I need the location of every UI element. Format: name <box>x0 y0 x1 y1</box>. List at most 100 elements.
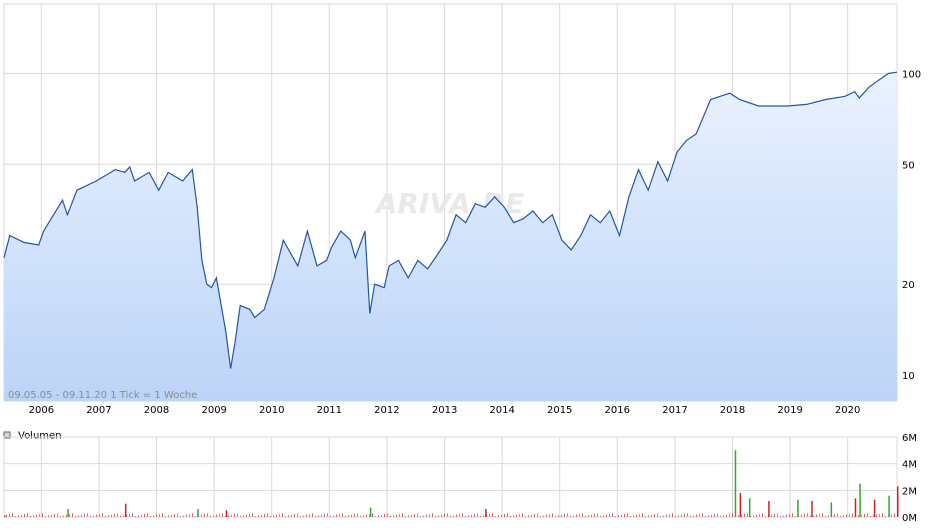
volume-bar-bg <box>582 513 583 517</box>
volume-bar-bg <box>513 515 514 517</box>
volume-bar-bg <box>387 513 388 517</box>
volume-bar-bg <box>195 516 196 517</box>
volume-bar-bg <box>96 514 97 517</box>
volume-bar-bg <box>201 514 202 517</box>
volume-bar-bg <box>546 514 547 517</box>
volume-bar-bg <box>801 514 802 517</box>
x-tick-label: 2017 <box>662 405 687 416</box>
volume-bar-bg <box>777 513 778 517</box>
volume-bar-bg <box>828 515 829 517</box>
volume-bar-bg <box>135 516 136 517</box>
volume-bar-bg <box>246 514 247 517</box>
volume-bar-bg <box>675 516 676 517</box>
volume-bar-bg <box>399 513 400 517</box>
volume-bar-bg <box>468 515 469 517</box>
volume-bar-bg <box>162 513 163 517</box>
volume-bar-bg <box>354 513 355 517</box>
volume-bar-bg <box>423 515 424 517</box>
volume-bar <box>485 509 487 517</box>
volume-bar-bg <box>654 513 655 517</box>
volume-bar-bg <box>27 513 28 517</box>
volume-bar-bg <box>807 513 808 517</box>
x-tick-label: 2008 <box>144 405 169 416</box>
volume-legend-swatch[interactable] <box>3 431 11 439</box>
volume-bar-bg <box>627 513 628 517</box>
volume-bar-bg <box>603 515 604 517</box>
volume-bar-bg <box>741 514 742 517</box>
volume-y-tick-label: 6M <box>902 433 917 444</box>
volume-bar-bg <box>87 513 88 517</box>
volume-bar-bg <box>804 513 805 517</box>
volume-bar-bg <box>750 516 751 517</box>
volume-bar-bg <box>18 515 19 517</box>
volume-bar-bg <box>66 514 67 517</box>
volume-panel: Volumen 0M 2M 4M 6M <box>3 430 917 524</box>
volume-bar-bg <box>231 514 232 517</box>
volume-bar-bg <box>564 513 565 517</box>
volume-bar-bg <box>429 513 430 517</box>
volume-bar-bg <box>510 516 511 517</box>
volume-bar-bg <box>849 513 850 517</box>
volume-bar-bg <box>519 513 520 517</box>
volume-bar-bg <box>705 516 706 517</box>
volume-bar-bg <box>540 516 541 517</box>
volume-bar-bg <box>93 515 94 517</box>
volume-bar-bg <box>168 515 169 517</box>
volume-bar-bg <box>891 514 892 517</box>
volume-bar-bg <box>57 513 58 517</box>
volume-y-tick-label: 0M <box>902 513 917 524</box>
volume-bar-bg <box>306 514 307 517</box>
volume-bar-bg <box>618 515 619 517</box>
volume-bar-bg <box>108 515 109 517</box>
volume-bar-bg <box>294 513 295 517</box>
volume-bar <box>768 501 770 517</box>
volume-bar-bg <box>729 513 730 517</box>
volume-bar-bg <box>450 516 451 517</box>
x-tick-label: 2016 <box>605 405 630 416</box>
volume-bar-bg <box>207 513 208 517</box>
volume-bar-bg <box>291 514 292 517</box>
y-tick-label: 20 <box>902 280 915 291</box>
volume-bar-bg <box>765 516 766 517</box>
volume-bar-bg <box>237 513 238 517</box>
price-x-axis: 2006 2007 2008 2009 2010 2011 2012 2013 2014 2015… <box>29 405 861 416</box>
volume-bar-bg <box>834 513 835 517</box>
x-tick-label: 2014 <box>489 405 514 416</box>
volume-bar-bg <box>792 513 793 517</box>
volume-bar-bg <box>384 513 385 517</box>
volume-bar-bg <box>660 516 661 517</box>
x-tick-label: 2020 <box>835 405 860 416</box>
volume-bar-bg <box>858 515 859 517</box>
volume-bar-bg <box>606 514 607 517</box>
volume-bar-bg <box>300 516 301 517</box>
volume-bar-bg <box>372 513 373 517</box>
volume-bar-bg <box>147 513 148 517</box>
volume-bar-bg <box>363 515 364 517</box>
volume-bar-bg <box>681 514 682 517</box>
volume-bar-bg <box>699 513 700 517</box>
volume-bar-bg <box>336 514 337 517</box>
volume-bar-bg <box>720 516 721 517</box>
volume-bar-bg <box>411 514 412 517</box>
volume-bar-bg <box>84 513 85 517</box>
volume-bar-bg <box>648 515 649 517</box>
volume-bar-bg <box>261 514 262 517</box>
volume-bar-bg <box>810 516 811 517</box>
volume-bar-bg <box>186 514 187 517</box>
volume-bar-bg <box>216 514 217 517</box>
volume-bar-bg <box>345 516 346 517</box>
volume-bar-bg <box>573 515 574 517</box>
volume-bar <box>4 515 6 517</box>
volume-bar-bg <box>456 514 457 517</box>
volume-bar-bg <box>636 514 637 517</box>
volume-bar-bg <box>822 513 823 517</box>
volume-bar-bg <box>645 516 646 517</box>
volume-bar-bg <box>459 513 460 517</box>
volume-bar-bg <box>123 515 124 517</box>
volume-bar <box>797 499 799 517</box>
volume-bar-bg <box>312 513 313 517</box>
volume-bar-bg <box>54 513 55 517</box>
volume-bar-bg <box>453 515 454 517</box>
volume-bar <box>369 507 372 517</box>
